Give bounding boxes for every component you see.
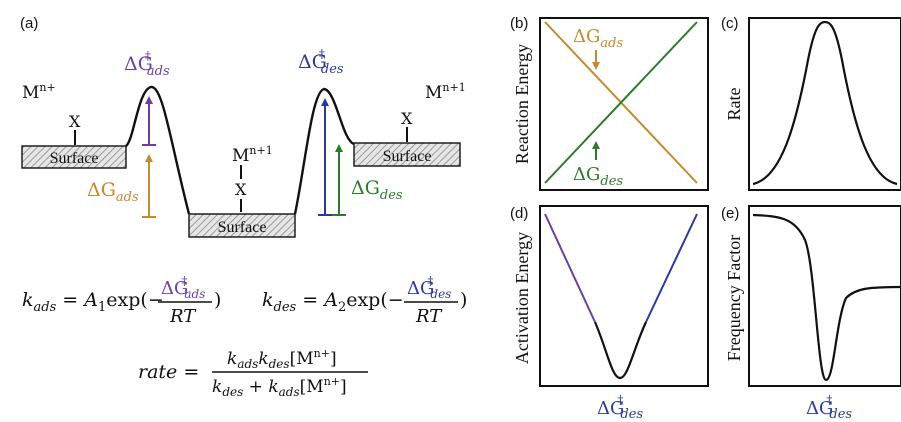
arrowhead-dg-des-ts <box>321 98 329 106</box>
eq-rate-denominator: kdes + kads[Mn+] <box>212 375 347 399</box>
panel-e-ylabel: Frequency Factor <box>724 235 744 361</box>
panel-e-xlabel: ΔG‡ des <box>806 393 852 422</box>
eq-k-des-close: ) <box>460 289 467 311</box>
equations: kads = A1exp(− ΔG‡ ads RT ) kdes = A2exp(… <box>22 274 467 399</box>
panel-d-frame <box>539 205 709 387</box>
panel-d: (d) Activation Energy ΔG‡ des <box>510 205 709 422</box>
arrowhead-dg-des <box>335 144 343 152</box>
energy-profile-ads-barrier <box>125 85 191 215</box>
panel-c: (c) Rate <box>721 15 901 191</box>
annotation-dg-des: ΔGdes <box>573 164 623 189</box>
panel-c-label: (c) <box>721 15 739 32</box>
eq-rate-lhs: rate = <box>138 361 199 383</box>
panel-e: (e) Frequency Factor ΔG‡ des <box>721 205 901 422</box>
arrowhead-dg-ads <box>145 154 153 162</box>
eq-k-ads-close: ) <box>214 289 221 311</box>
metal-label-right: Mn+1 <box>425 81 466 103</box>
eq-k-des-lhs: kdes = A2exp(− <box>262 289 404 315</box>
metal-label-middle: Mn+1 <box>232 144 273 166</box>
annotation-arrowhead-ads <box>592 62 600 70</box>
panel-c-ylabel: Rate <box>724 88 744 121</box>
line-dg-des <box>544 21 698 184</box>
label-dg-des: ΔGdes <box>351 177 403 203</box>
annotation-dg-ads: ΔGads <box>573 26 623 51</box>
panel-a-label: (a) <box>20 15 38 32</box>
panel-b-frame <box>539 17 709 191</box>
panel-d-xlabel: ΔG‡ des <box>597 393 643 422</box>
adsorbate-x-right: X <box>401 109 413 128</box>
surface-left-label: Surface <box>50 150 99 167</box>
adsorbate-x-middle: X <box>235 180 247 199</box>
activation-line-des <box>645 213 698 323</box>
surface-right <box>353 142 461 167</box>
annotation-arrowhead-des <box>592 141 600 149</box>
label-dg-ads-ts: ΔG‡ ads <box>124 49 170 79</box>
activation-line-ads <box>544 213 596 323</box>
activation-curve-min <box>593 321 647 380</box>
eq-k-ads-denominator: RT <box>169 306 197 327</box>
eq-k-des-denominator: RT <box>415 306 443 327</box>
adsorbate-x-left: X <box>69 112 81 131</box>
panel-b: (b) Reaction Energy ΔGads ΔGdes <box>510 15 709 191</box>
panel-d-label: (d) <box>510 205 528 222</box>
panel-a: (a) Mn+ Mn+1 Mn+1 X X X Surface Surface … <box>20 15 466 238</box>
surface-middle-label: Surface <box>218 219 267 236</box>
metal-label-left: Mn+ <box>22 81 56 103</box>
frequency-factor-curve <box>752 213 901 382</box>
eq-rate-numerator: kadskdes[Mn+] <box>227 347 337 371</box>
panel-b-label: (b) <box>510 15 528 32</box>
surface-right-label: Surface <box>383 148 432 165</box>
energy-profile-des-barrier <box>293 87 355 215</box>
panel-e-label: (e) <box>721 205 739 222</box>
panel-e-frame <box>748 205 901 387</box>
eq-k-ads-lhs: kads = A1exp(− <box>22 289 164 315</box>
arrowhead-dg-ads-ts <box>145 96 153 104</box>
label-dg-des-ts: ΔG‡ des <box>298 47 344 77</box>
eq-k-ads-numerator: ΔG‡ ads <box>161 274 205 301</box>
eq-k-des-numerator: ΔG‡ des <box>407 274 451 301</box>
label-dg-ads: ΔGads <box>87 179 139 205</box>
panel-d-ylabel: Activation Energy <box>512 232 532 364</box>
surface-middle <box>188 213 296 238</box>
surface-left <box>21 145 127 169</box>
rate-curve <box>752 20 898 186</box>
panel-c-frame <box>748 17 901 191</box>
panel-b-ylabel: Reaction Energy <box>512 44 532 164</box>
